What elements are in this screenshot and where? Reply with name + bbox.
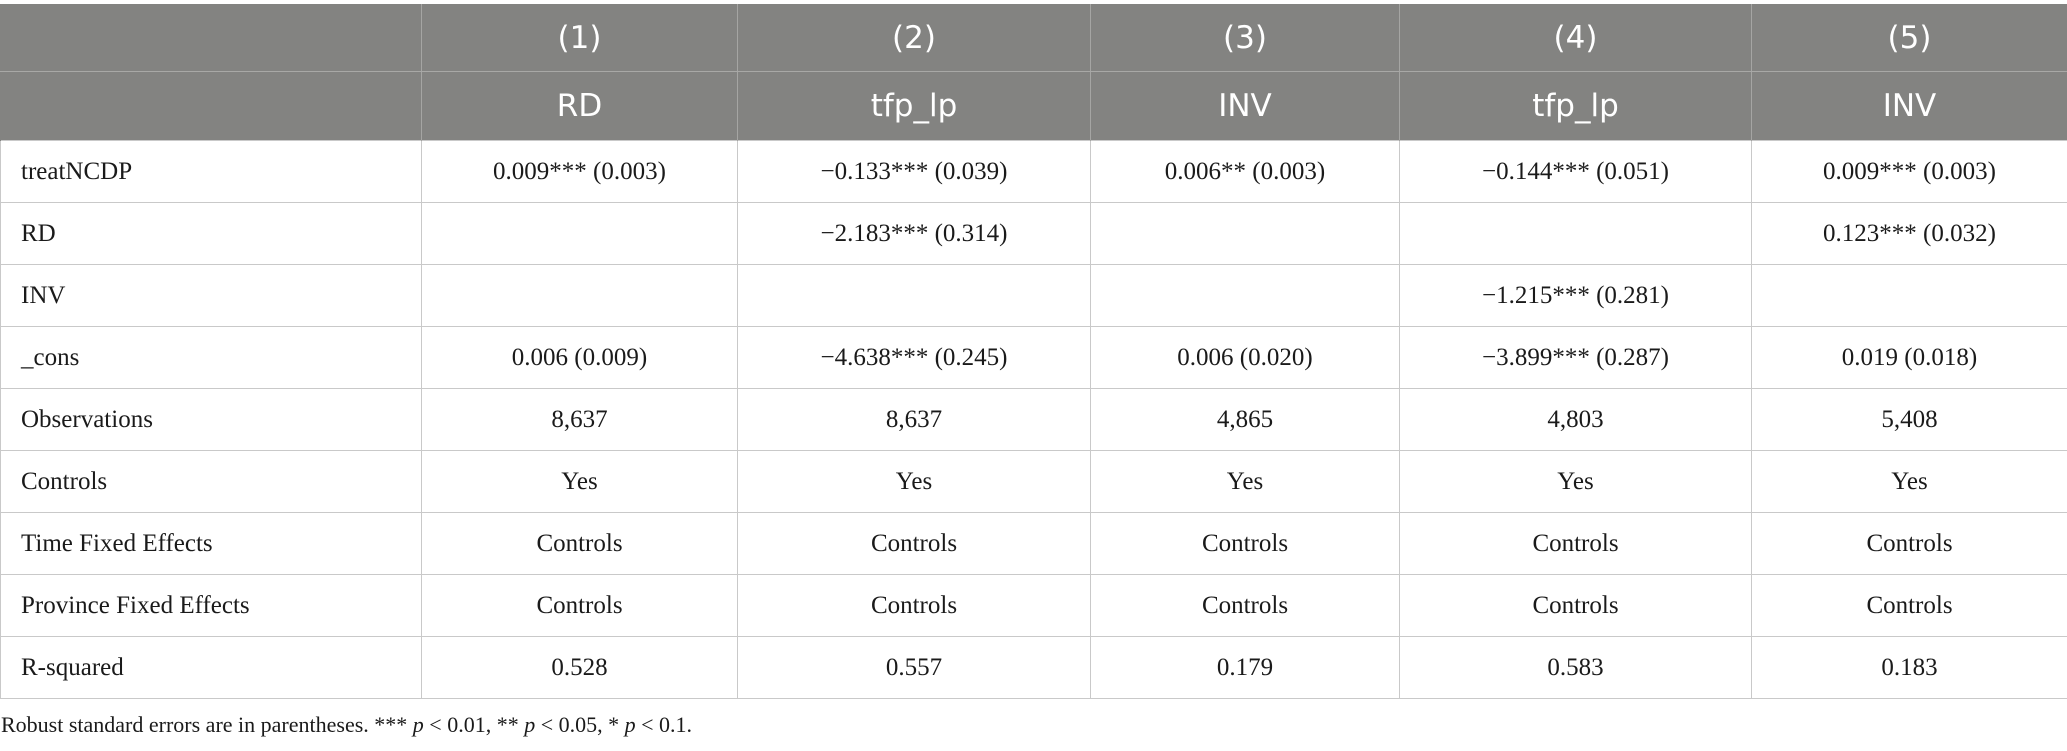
- table-cell: Yes: [421, 450, 738, 513]
- table-cell: −1.215*** (0.281): [1399, 264, 1752, 327]
- table-body: treatNCDP 0.009*** (0.003) −0.133*** (0.…: [0, 140, 2067, 699]
- table-header: (1) (2) (3) (4) (5) RD tfp_lp INV tfp_lp…: [0, 4, 2067, 141]
- table-cell: −2.183*** (0.314): [737, 202, 1091, 265]
- table-cell: Controls: [1090, 512, 1400, 575]
- table-cell: 0.179: [1090, 636, 1400, 699]
- row-label: Time Fixed Effects: [0, 512, 422, 575]
- header-cell-model-1: (1): [421, 4, 738, 72]
- table-cell: Controls: [1751, 574, 2067, 637]
- footnote-p-symbol: p: [524, 712, 536, 737]
- header-cell-var-2: tfp_lp: [737, 71, 1091, 141]
- table-cell: [1090, 264, 1400, 327]
- table-cell: Controls: [737, 574, 1091, 637]
- table-row: Province Fixed Effects Controls Controls…: [0, 574, 2067, 637]
- table-cell: [1751, 264, 2067, 327]
- table-cell: Controls: [421, 574, 738, 637]
- footnote-text: < 0.05, *: [535, 712, 625, 737]
- table-cell: 0.019 (0.018): [1751, 326, 2067, 389]
- table-cell: 5,408: [1751, 388, 2067, 451]
- table-cell: 0.183: [1751, 636, 2067, 699]
- header-cell-model-3: (3): [1090, 4, 1400, 72]
- table-footnote: Robust standard errors are in parenthese…: [1, 712, 692, 738]
- table-cell: −0.133*** (0.039): [737, 140, 1091, 203]
- table-cell: 0.006** (0.003): [1090, 140, 1400, 203]
- table-cell: Yes: [737, 450, 1091, 513]
- table-row: Observations 8,637 8,637 4,865 4,803 5,4…: [0, 388, 2067, 451]
- table-cell: 0.006 (0.009): [421, 326, 738, 389]
- footnote-text: < 0.01, **: [423, 712, 525, 737]
- row-label: Province Fixed Effects: [0, 574, 422, 637]
- table-cell: [1090, 202, 1400, 265]
- table-cell: 0.009*** (0.003): [421, 140, 738, 203]
- row-label: R-squared: [0, 636, 422, 699]
- table-cell: [421, 264, 738, 327]
- header-cell: [0, 4, 422, 72]
- table-row: INV −1.215*** (0.281): [0, 264, 2067, 327]
- table-cell: Controls: [421, 512, 738, 575]
- table-cell: −4.638*** (0.245): [737, 326, 1091, 389]
- table-cell: 4,803: [1399, 388, 1752, 451]
- table-cell: [421, 202, 738, 265]
- table-row: Time Fixed Effects Controls Controls Con…: [0, 512, 2067, 575]
- header-cell-model-4: (4): [1399, 4, 1752, 72]
- table-row: RD −2.183*** (0.314) 0.123*** (0.032): [0, 202, 2067, 265]
- table-cell: −3.899*** (0.287): [1399, 326, 1752, 389]
- footnote-text: < 0.1.: [635, 712, 693, 737]
- header-row-dependent-vars: RD tfp_lp INV tfp_lp INV: [0, 71, 2067, 141]
- table-row: treatNCDP 0.009*** (0.003) −0.133*** (0.…: [0, 140, 2067, 203]
- header-cell-var-3: INV: [1090, 71, 1400, 141]
- table-cell: 0.557: [737, 636, 1091, 699]
- row-label: treatNCDP: [0, 140, 422, 203]
- table-row: _cons 0.006 (0.009) −4.638*** (0.245) 0.…: [0, 326, 2067, 389]
- header-cell-var-5: INV: [1751, 71, 2067, 141]
- table-row: Controls Yes Yes Yes Yes Yes: [0, 450, 2067, 513]
- row-label: Controls: [0, 450, 422, 513]
- table-cell: 0.009*** (0.003): [1751, 140, 2067, 203]
- table-cell: Yes: [1090, 450, 1400, 513]
- header-cell-model-5: (5): [1751, 4, 2067, 72]
- table-cell: 0.006 (0.020): [1090, 326, 1400, 389]
- header-row-model-numbers: (1) (2) (3) (4) (5): [0, 4, 2067, 72]
- table-cell: Controls: [1751, 512, 2067, 575]
- table-cell: Controls: [737, 512, 1091, 575]
- table-cell: 0.583: [1399, 636, 1752, 699]
- header-cell: [0, 71, 422, 141]
- row-label: _cons: [0, 326, 422, 389]
- row-label: RD: [0, 202, 422, 265]
- table-cell: 4,865: [1090, 388, 1400, 451]
- table-cell: Controls: [1399, 574, 1752, 637]
- regression-table: (1) (2) (3) (4) (5) RD tfp_lp INV tfp_lp…: [0, 4, 2067, 699]
- footnote-p-symbol: p: [412, 712, 424, 737]
- header-cell-var-1: RD: [421, 71, 738, 141]
- regression-table-container: (1) (2) (3) (4) (5) RD tfp_lp INV tfp_lp…: [0, 4, 2067, 699]
- table-cell: −0.144*** (0.051): [1399, 140, 1752, 203]
- table-cell: 8,637: [737, 388, 1091, 451]
- header-cell-model-2: (2): [737, 4, 1091, 72]
- table-cell: [1399, 202, 1752, 265]
- table-cell: 0.528: [421, 636, 738, 699]
- row-label: INV: [0, 264, 422, 327]
- table-cell: Controls: [1090, 574, 1400, 637]
- header-cell-var-4: tfp_lp: [1399, 71, 1752, 141]
- table-cell: Yes: [1751, 450, 2067, 513]
- footnote-text: Robust standard errors are in parenthese…: [1, 712, 413, 737]
- footnote-p-symbol: p: [624, 712, 636, 737]
- row-label: Observations: [0, 388, 422, 451]
- table-cell: 8,637: [421, 388, 738, 451]
- table-cell: 0.123*** (0.032): [1751, 202, 2067, 265]
- table-cell: Controls: [1399, 512, 1752, 575]
- table-cell: [737, 264, 1091, 327]
- table-cell: Yes: [1399, 450, 1752, 513]
- table-row: R-squared 0.528 0.557 0.179 0.583 0.183: [0, 636, 2067, 699]
